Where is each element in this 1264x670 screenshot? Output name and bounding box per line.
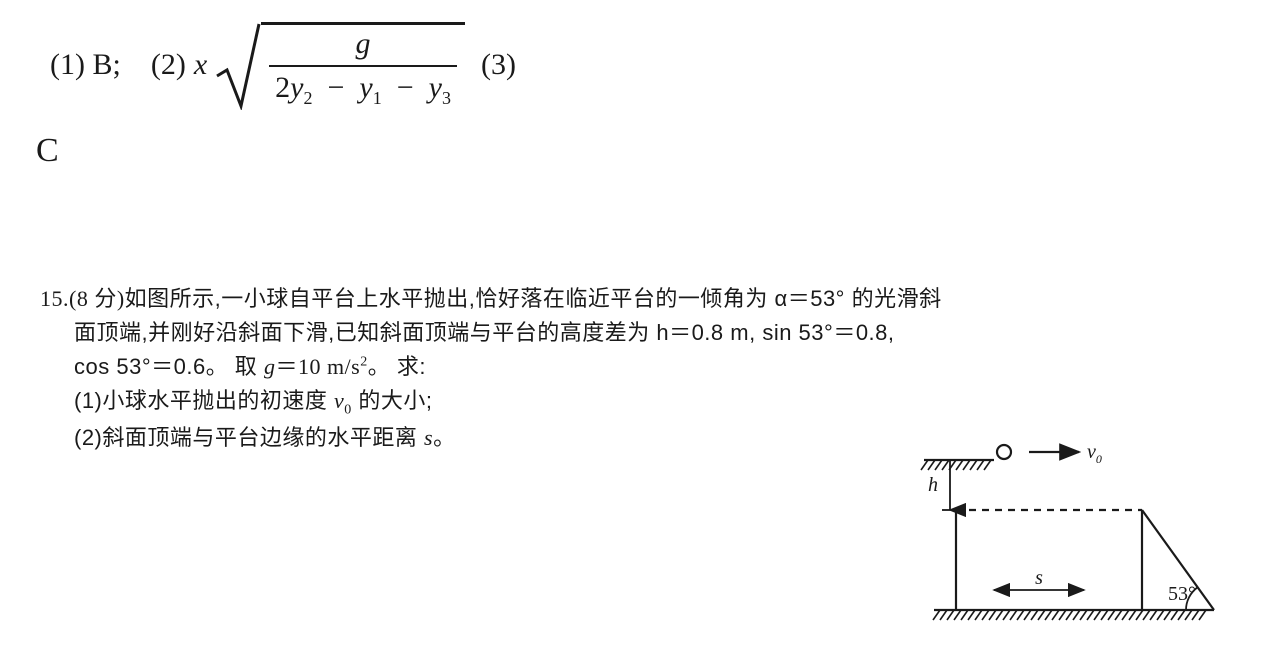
diagram-svg: v0 h 53° s: [884, 420, 1234, 650]
ans-part2-coeff: x: [194, 48, 215, 82]
svg-text:53°: 53°: [1168, 583, 1196, 605]
sqrt-expression: g 2y2 − y1 − y3: [215, 20, 465, 110]
svg-text:v0: v0: [1087, 441, 1102, 466]
problem-points: (8 分): [69, 286, 125, 311]
problem-line-2: 面顶端,并刚好沿斜面下滑,已知斜面顶端与平台的高度差为 h＝0.8 m, sin…: [40, 316, 1230, 350]
problem-number: 15.: [40, 286, 69, 311]
top-answers: (1) B; (2) x g 2y2 − y1 − y3: [50, 20, 516, 130]
fraction-numerator: g: [336, 25, 391, 65]
radical-sign-icon: [215, 20, 261, 110]
ans-part3-label: (3): [481, 48, 516, 82]
ans-part2-label: (2): [151, 48, 194, 82]
problem-line-1: 15.(8 分)如图所示,一小球自平台上水平抛出,恰好落在临近平台的一倾角为 α…: [40, 282, 1230, 316]
ans-part1: (1) B;: [50, 48, 129, 82]
physics-diagram: v0 h 53° s: [884, 420, 1234, 650]
svg-text:h: h: [928, 474, 938, 496]
radicand: g 2y2 − y1 − y3: [261, 22, 465, 109]
problem-line-3: cos 53°＝0.6。 取 g＝10 m/s2。 求:: [40, 350, 1230, 384]
problem-q1: (1)小球水平抛出的初速度 v0 的大小;: [40, 384, 1230, 421]
svg-text:s: s: [1035, 567, 1043, 589]
fraction-denominator: 2y2 − y1 − y3: [269, 67, 457, 109]
ans-line2: C: [36, 132, 59, 170]
answer-row: (1) B; (2) x g 2y2 − y1 − y3: [50, 20, 516, 110]
page-root: (1) B; (2) x g 2y2 − y1 − y3: [0, 0, 1264, 670]
